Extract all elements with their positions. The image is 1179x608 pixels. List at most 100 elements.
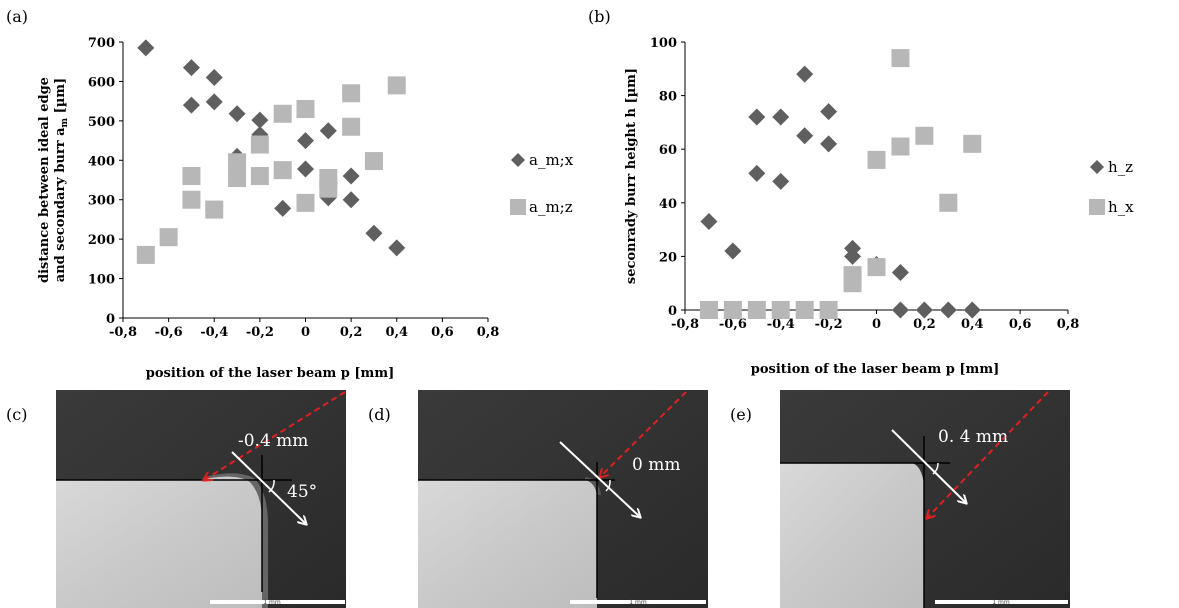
chart-b-point-diamond [748,164,766,182]
chart-a-x-tick-label: -0,6 [155,325,183,340]
micrograph-d: 0 mm 1 mm [418,390,708,608]
chart-a-x-tick-label: 0 [301,325,310,340]
chart-b-point-square [891,49,910,68]
chart-a-point-square [273,161,292,180]
chart-b-point-diamond [915,301,933,319]
chart-b-point-diamond [772,108,790,126]
chart-a-legend: a_m;x a_m;z [510,151,574,216]
chart-a-point-diamond [342,167,360,185]
chart-b-y-tick-label: 60 [659,143,677,158]
chart-a-point-diamond [274,199,292,217]
micrograph-d-scale-label: 1 mm [629,599,647,606]
chart-b-point-square [819,301,838,319]
panel-label-e: (e) [730,405,752,424]
chart-a-y-tick-label: 700 [88,36,115,51]
micrograph-c-offset-label: -0.4 mm [238,431,308,451]
chart-a-x-tick-label: -0,4 [200,325,228,340]
micrograph-e-scale-label: 1 mm [992,599,1010,606]
chart-a-x-tick-label: 0,6 [431,325,454,340]
chart-b-x-tick-label: 0,2 [913,317,936,332]
chart-a-y-tick-label: 200 [88,233,115,248]
chart-a-point-diamond [388,239,406,257]
chart-a-y-tick-label: 100 [88,273,115,288]
chart-b-x-tick-label: 0,6 [1009,317,1032,332]
chart-a-y-tick-label: 600 [88,75,115,90]
chart-a-point-diamond [182,96,200,114]
panel-label-d: (d) [368,405,391,424]
chart-b-point-diamond [891,263,909,281]
chart-a-ylabel-line2: and secondary burr am [µm] [53,78,70,282]
chart-a-point-square [296,100,315,119]
micrograph-d-angle-arc [605,479,611,492]
chart-b-point-square [963,134,982,153]
chart-a-ylabel-main: and secondary burr a [53,127,68,282]
chart-a-point-square [250,167,269,186]
chart-b-legend-marker [1090,160,1104,174]
chart-a-y-tick-label: 500 [88,115,115,130]
chart-b-point-diamond [820,103,838,121]
chart-a-point-square [319,179,338,198]
micrograph-e-offset-label: 0. 4 mm [938,427,1008,447]
chart-a-xlabel: position of the laser beam p [mm] [146,366,394,381]
micrograph-d-workpiece [418,480,597,608]
chart-b-point-square [723,301,742,319]
chart-a-x-tick-label: 0,4 [385,325,408,340]
micrograph-c-angle-label: 45° [287,482,317,502]
micrograph-c-scale-label: 1 mm [263,599,281,606]
chart-b-point-diamond [724,242,742,260]
chart-b-x-tick-label: 0,4 [961,317,984,332]
chart-b-x-tick-label: 0,8 [1057,317,1080,332]
chart-b-y-tick-label: 0 [668,304,677,319]
chart-b-x-tick-label: 0 [872,317,881,332]
chart-a-point-diamond [182,59,200,77]
chart-a-point-diamond [342,191,360,209]
chart-a-point-square [342,117,361,136]
chart-b-x-tick-label: -0,2 [815,317,843,332]
chart-b-point-diamond [796,127,814,145]
chart-a-legend-marker [511,153,525,167]
chart-b-x-tick-label: -0,4 [767,317,795,332]
chart-a-point-square [182,190,201,209]
chart-b-legend-label: h_x [1108,198,1134,216]
chart-b-point-diamond [891,301,909,319]
chart-b-point-diamond [772,172,790,190]
chart-b-point-diamond [748,108,766,126]
chart-a-point-square [364,152,383,171]
chart-a-y-tick-label: 300 [88,194,115,209]
panel-label-c: (c) [6,405,27,424]
chart-b-legend-marker [1089,199,1105,215]
chart-a-point-diamond [137,39,155,57]
chart-a-point-diamond [205,93,223,111]
micrograph-c-offset-arrow [231,451,306,524]
chart-a: position of the laser beam p [mm] distan… [37,36,574,381]
chart-a-point-square [273,104,292,123]
chart-a-point-diamond [251,111,269,129]
chart-b-y-tick-label: 80 [659,90,677,105]
chart-a-x-tick-label: -0,2 [246,325,274,340]
micrograph-c-laser-dashed-arrow [204,391,346,480]
chart-a-point-square [387,76,406,95]
micrograph-e-workpiece [780,463,924,608]
chart-b-y-tick-label: 100 [650,36,677,51]
chart-a-point-square [228,153,247,172]
chart-b-point-square [747,301,766,319]
panel-label-a: (a) [6,7,28,26]
chart-a-y-tick-label: 400 [88,154,115,169]
chart-b-x-tick-label: -0,8 [671,317,699,332]
panel-label-b: (b) [588,7,611,26]
chart-a-point-diamond [205,68,223,86]
chart-b-point-diamond [700,213,718,231]
chart-a-point-square [182,167,201,186]
micrograph-c-angle-arc [268,479,275,493]
chart-b-point-diamond [820,135,838,153]
chart-b-point-diamond [796,65,814,83]
chart-a-legend-label: a_m;z [529,198,573,216]
chart-b-point-square [915,126,934,145]
chart-a-ylabel-unit: [µm] [53,78,68,118]
chart-a-point-square [250,135,269,154]
chart-a-legend-marker [510,199,526,215]
chart-a-legend-label: a_m;x [529,151,574,169]
chart-b-legend: h_z h_x [1089,158,1134,216]
micrograph-e-angle-arc [932,462,939,475]
